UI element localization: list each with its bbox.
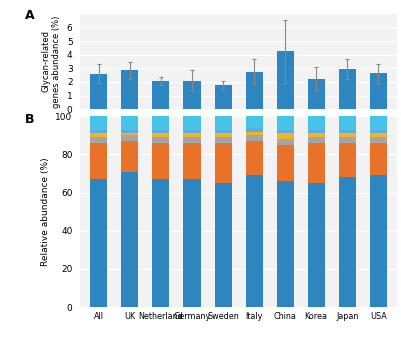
- Bar: [152, 143, 170, 179]
- Bar: [308, 79, 325, 109]
- Bar: [277, 134, 294, 139]
- Bar: [215, 130, 232, 134]
- Bar: [308, 134, 325, 137]
- Bar: [184, 130, 200, 134]
- Bar: [339, 137, 356, 143]
- Bar: [277, 51, 294, 109]
- Text: B: B: [25, 112, 34, 126]
- Bar: [339, 177, 356, 307]
- Bar: [370, 130, 387, 134]
- Bar: [370, 73, 387, 109]
- Bar: [370, 116, 387, 130]
- Text: A: A: [25, 9, 34, 22]
- Bar: [277, 181, 294, 307]
- Bar: [152, 134, 170, 137]
- Bar: [122, 141, 138, 171]
- Bar: [245, 135, 263, 141]
- Bar: [245, 141, 263, 176]
- Bar: [90, 74, 107, 109]
- Bar: [339, 143, 356, 177]
- Bar: [308, 183, 325, 307]
- Bar: [152, 116, 170, 130]
- Bar: [184, 116, 200, 130]
- Bar: [308, 116, 325, 130]
- Bar: [184, 179, 200, 307]
- Bar: [339, 130, 356, 134]
- Bar: [215, 143, 232, 183]
- Bar: [122, 135, 138, 141]
- Bar: [90, 134, 107, 137]
- Bar: [184, 137, 200, 143]
- Bar: [152, 179, 170, 307]
- Bar: [215, 85, 232, 109]
- Bar: [90, 143, 107, 179]
- Bar: [215, 183, 232, 307]
- Bar: [339, 116, 356, 130]
- Bar: [184, 134, 200, 137]
- Bar: [90, 116, 107, 130]
- Bar: [122, 134, 138, 135]
- Bar: [245, 116, 263, 128]
- Bar: [308, 130, 325, 134]
- Bar: [277, 130, 294, 134]
- Bar: [245, 128, 263, 131]
- Bar: [90, 179, 107, 307]
- Bar: [90, 130, 107, 134]
- Bar: [152, 137, 170, 143]
- Bar: [152, 130, 170, 134]
- Bar: [277, 145, 294, 181]
- Bar: [152, 81, 170, 109]
- Bar: [370, 137, 387, 143]
- Bar: [184, 80, 200, 109]
- Bar: [122, 130, 138, 134]
- Bar: [277, 139, 294, 145]
- Bar: [245, 131, 263, 135]
- Bar: [184, 143, 200, 179]
- Bar: [370, 176, 387, 307]
- Bar: [370, 134, 387, 137]
- Bar: [122, 70, 138, 109]
- Bar: [215, 134, 232, 137]
- Bar: [339, 69, 356, 109]
- Y-axis label: Glycan-related
genes abundance (%): Glycan-related genes abundance (%): [42, 15, 61, 108]
- Bar: [339, 134, 356, 137]
- Bar: [245, 72, 263, 109]
- Bar: [308, 137, 325, 143]
- Bar: [122, 116, 138, 130]
- Bar: [215, 137, 232, 143]
- Bar: [90, 137, 107, 143]
- Bar: [215, 116, 232, 130]
- Bar: [370, 143, 387, 176]
- Y-axis label: Relative abundance (%): Relative abundance (%): [41, 157, 50, 266]
- Bar: [122, 171, 138, 307]
- Bar: [277, 116, 294, 130]
- Bar: [245, 176, 263, 307]
- Bar: [308, 143, 325, 183]
